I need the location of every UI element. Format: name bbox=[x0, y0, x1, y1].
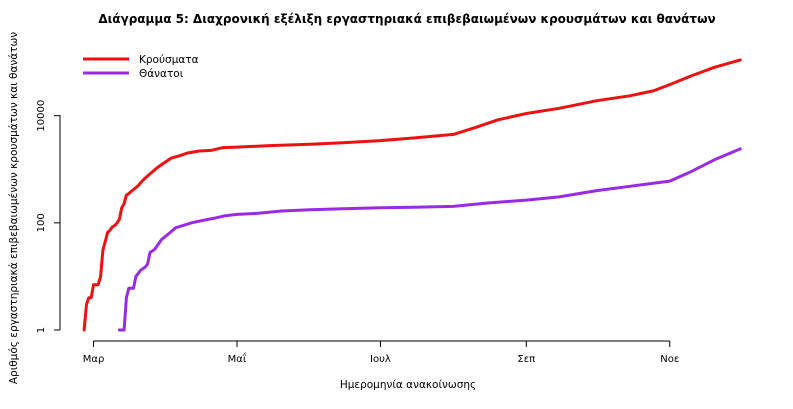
x-tick-label: Νοε bbox=[660, 354, 679, 365]
x-axis: Μαρ Μαΐ Ιουλ Σεπ Νοε bbox=[83, 340, 679, 365]
series-line-cases bbox=[82, 58, 742, 332]
y-tick-label: 100 bbox=[36, 213, 47, 232]
legend: Κρούσματα Θάνατοι bbox=[83, 54, 199, 80]
y-tick-label: 1 bbox=[36, 327, 47, 333]
series-group bbox=[82, 58, 742, 332]
y-axis: 1 100 10000 bbox=[36, 100, 61, 333]
x-tick-label: Ιουλ bbox=[370, 354, 391, 365]
chart-title: Διάγραμμα 5: Διαχρονική εξέλιξη εργαστηρ… bbox=[98, 12, 715, 26]
x-tick-label: Μαρ bbox=[83, 354, 105, 365]
y-axis-title: Αριθμός εργαστηριακά επιβεβαιωμένων κρου… bbox=[8, 32, 20, 384]
legend-label-deaths: Θάνατοι bbox=[139, 68, 184, 80]
x-axis-title: Ημερομηνία ανακοίνωσης bbox=[340, 379, 476, 391]
x-tick-label: Μαΐ bbox=[228, 351, 247, 365]
y-tick-label: 10000 bbox=[36, 100, 47, 132]
x-tick-label: Σεπ bbox=[517, 354, 535, 365]
legend-label-cases: Κρούσματα bbox=[139, 54, 199, 66]
series-line-deaths bbox=[117, 147, 742, 332]
